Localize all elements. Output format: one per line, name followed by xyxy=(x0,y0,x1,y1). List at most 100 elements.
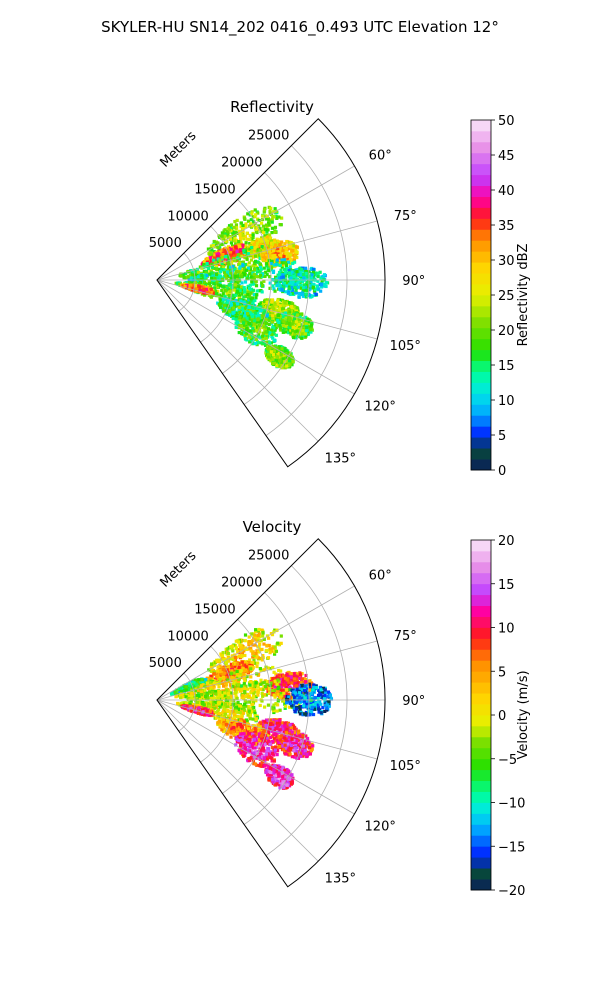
echo-gate xyxy=(257,307,262,311)
echo-gate xyxy=(239,266,244,271)
echo-gate xyxy=(216,665,220,669)
echo-gate xyxy=(261,338,265,343)
echo-gate xyxy=(287,362,291,366)
echo-gate xyxy=(193,284,198,288)
echo-gate xyxy=(220,294,224,298)
echo-gate xyxy=(268,298,273,302)
echo-gate xyxy=(276,252,280,256)
echo-gate xyxy=(251,315,255,319)
echo-gate xyxy=(236,650,240,654)
echo-gate xyxy=(261,314,266,318)
echo-gate xyxy=(210,248,214,252)
echo-gate xyxy=(225,670,229,674)
echo-gate xyxy=(221,266,226,270)
echo-gate xyxy=(229,277,233,281)
echo-gate xyxy=(254,274,258,279)
echo-gate xyxy=(319,276,323,280)
echo-gate xyxy=(233,267,237,271)
echo-gate xyxy=(293,680,298,684)
echo-gate xyxy=(225,276,229,281)
echo-gate xyxy=(226,651,231,656)
echo-gate xyxy=(228,309,232,313)
echo-gate xyxy=(271,214,275,219)
echo-gate xyxy=(300,312,304,316)
echo-gate xyxy=(294,674,298,678)
echo-gate xyxy=(219,298,223,303)
echo-gate xyxy=(258,247,262,251)
echo-gate xyxy=(288,319,292,324)
echo-gate xyxy=(241,233,245,237)
echo-gate xyxy=(287,331,291,335)
echo-gate xyxy=(242,300,246,304)
echo-gate xyxy=(281,677,286,681)
echo-gate xyxy=(283,681,288,685)
echo-gate xyxy=(272,242,276,246)
echo-gate xyxy=(211,291,215,295)
echo-gate xyxy=(258,262,263,266)
echo-gate xyxy=(253,311,257,315)
echo-gate xyxy=(273,314,277,319)
echo-gate xyxy=(272,338,277,342)
echo-gate xyxy=(287,268,291,273)
echo-gate xyxy=(243,256,247,260)
range-ring xyxy=(222,199,272,374)
echo-gate xyxy=(306,317,310,321)
echo-gate xyxy=(285,330,289,334)
echo-gate xyxy=(182,276,186,280)
echo-gate xyxy=(238,309,242,313)
echo-gate xyxy=(269,239,274,243)
echo-gate xyxy=(246,290,250,295)
echo-gate xyxy=(251,326,255,330)
echo-gate xyxy=(265,252,270,256)
echo-gate xyxy=(265,235,269,239)
echo-gate xyxy=(269,350,273,354)
echo-gate xyxy=(289,324,293,328)
echo-gate xyxy=(312,289,317,293)
echo-gate xyxy=(234,274,238,278)
echo-gate xyxy=(269,261,273,266)
echo-gate xyxy=(293,309,297,313)
echo-gate xyxy=(289,276,293,280)
echo-gate xyxy=(323,282,327,286)
echo-gate xyxy=(254,635,258,639)
echo-gate xyxy=(248,238,252,242)
echo-gate xyxy=(267,319,271,323)
echo-gate xyxy=(242,237,246,241)
echo-gate xyxy=(264,325,268,330)
echo-gate xyxy=(303,285,308,289)
echo-gate xyxy=(245,277,249,281)
echo-gate xyxy=(256,629,260,633)
echo-gate xyxy=(268,209,272,213)
echo-gate xyxy=(263,256,267,260)
echo-gate xyxy=(288,310,292,314)
echo-gate xyxy=(293,252,298,256)
echo-gate xyxy=(269,359,273,363)
echo-gate xyxy=(220,653,225,658)
echo-gate xyxy=(240,319,244,323)
echo-gate xyxy=(261,323,265,327)
echo-gate xyxy=(255,320,259,324)
echo-gate xyxy=(287,282,291,286)
echo-gate xyxy=(267,222,271,226)
echo-gate xyxy=(226,231,230,235)
echo-gate xyxy=(264,254,268,258)
echo-gate xyxy=(227,283,231,287)
echo-gate xyxy=(196,688,201,692)
echo-gate xyxy=(264,321,269,325)
echo-gate xyxy=(248,317,252,321)
echo-gate xyxy=(249,330,253,335)
echo-gate xyxy=(215,254,220,258)
echo-gate xyxy=(264,270,268,274)
echo-gate xyxy=(178,695,183,700)
echo-gate xyxy=(249,675,253,679)
echo-gate xyxy=(268,314,272,318)
echo-gate xyxy=(213,261,218,265)
echo-gate xyxy=(264,332,269,336)
echo-gate xyxy=(232,677,236,681)
range-tick-label: 25000 xyxy=(248,129,289,144)
echo-gate xyxy=(276,313,281,318)
echo-gate xyxy=(230,647,234,651)
echo-gate xyxy=(280,240,284,244)
echo-gate xyxy=(247,305,251,309)
echo-gate xyxy=(272,681,276,685)
